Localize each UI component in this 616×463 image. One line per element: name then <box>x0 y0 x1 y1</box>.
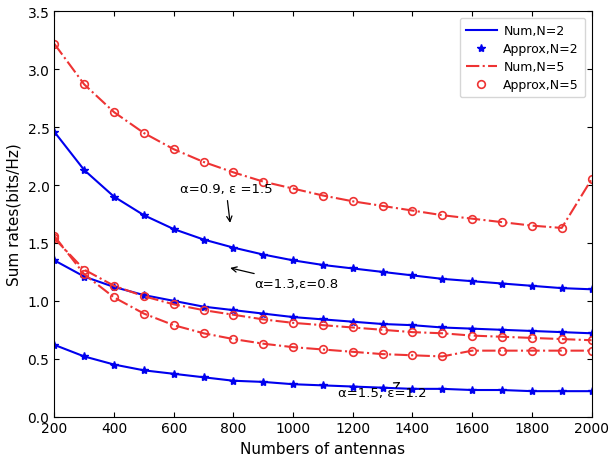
Line: Num,N=5: Num,N=5 <box>54 45 591 228</box>
Num,N=5 <box>588 177 595 183</box>
Approx,N=2 <box>528 283 535 289</box>
Num,N=2 <box>588 287 595 293</box>
Approx,N=2 <box>588 287 595 293</box>
Num,N=2 <box>140 213 148 219</box>
Num,N=5 <box>469 216 476 222</box>
Approx,N=2 <box>469 279 476 284</box>
Y-axis label: Sum rates(bits/Hz): Sum rates(bits/Hz) <box>7 144 22 286</box>
Approx,N=2 <box>349 266 357 272</box>
Approx,N=5 <box>528 223 535 229</box>
Num,N=5 <box>319 194 326 199</box>
Num,N=5 <box>379 204 386 209</box>
Num,N=5 <box>81 82 88 88</box>
Approx,N=5 <box>498 220 506 225</box>
Approx,N=5 <box>349 199 357 205</box>
Num,N=5 <box>558 225 565 231</box>
Num,N=2 <box>409 273 416 279</box>
Approx,N=2 <box>319 263 326 268</box>
Approx,N=2 <box>140 213 148 219</box>
Num,N=5 <box>230 170 237 176</box>
Approx,N=2 <box>290 258 297 263</box>
Num,N=2 <box>469 279 476 284</box>
Approx,N=5 <box>51 42 58 48</box>
Num,N=2 <box>81 168 88 174</box>
Num,N=5 <box>498 220 506 225</box>
Approx,N=5 <box>259 180 267 185</box>
Num,N=2 <box>110 194 118 200</box>
Line: Approx,N=5: Approx,N=5 <box>51 41 596 232</box>
Approx,N=2 <box>200 237 207 243</box>
Num,N=2 <box>379 269 386 275</box>
Num,N=2 <box>259 252 267 258</box>
Num,N=2 <box>170 227 177 232</box>
Approx,N=2 <box>409 273 416 279</box>
Approx,N=5 <box>558 225 565 231</box>
Approx,N=2 <box>558 286 565 291</box>
Approx,N=5 <box>200 160 207 165</box>
Num,N=2 <box>498 281 506 287</box>
Approx,N=5 <box>469 216 476 222</box>
Num,N=5 <box>349 199 357 205</box>
Text: α=1.5, ε=1.2: α=1.5, ε=1.2 <box>338 383 426 399</box>
Legend: Num,N=2, Approx,N=2, Num,N=5, Approx,N=5: Num,N=2, Approx,N=2, Num,N=5, Approx,N=5 <box>460 19 585 98</box>
Num,N=2 <box>51 130 58 135</box>
Num,N=5 <box>409 208 416 214</box>
Approx,N=2 <box>259 252 267 258</box>
Approx,N=5 <box>110 110 118 116</box>
Num,N=5 <box>439 213 446 219</box>
Approx,N=5 <box>81 82 88 88</box>
Approx,N=5 <box>409 208 416 214</box>
Approx,N=2 <box>498 281 506 287</box>
Num,N=2 <box>319 263 326 268</box>
Text: α=1.3,ε=0.8: α=1.3,ε=0.8 <box>232 267 338 290</box>
Num,N=2 <box>230 245 237 251</box>
Num,N=2 <box>439 276 446 282</box>
Num,N=5 <box>170 147 177 153</box>
Approx,N=5 <box>319 194 326 199</box>
Approx,N=2 <box>379 269 386 275</box>
Num,N=5 <box>259 180 267 185</box>
Line: Approx,N=2: Approx,N=2 <box>50 128 596 294</box>
Approx,N=5 <box>170 147 177 153</box>
Text: α=0.9, ε =1.5: α=0.9, ε =1.5 <box>180 182 272 222</box>
Num,N=5 <box>140 131 148 137</box>
Approx,N=5 <box>140 131 148 137</box>
Approx,N=2 <box>51 130 58 135</box>
Approx,N=5 <box>230 170 237 176</box>
Num,N=2 <box>290 258 297 263</box>
Num,N=5 <box>200 160 207 165</box>
Approx,N=2 <box>110 194 118 200</box>
Num,N=2 <box>528 283 535 289</box>
Approx,N=2 <box>170 227 177 232</box>
Num,N=5 <box>51 42 58 48</box>
Line: Num,N=2: Num,N=2 <box>54 132 591 290</box>
Num,N=2 <box>349 266 357 272</box>
Approx,N=2 <box>230 245 237 251</box>
Approx,N=5 <box>379 204 386 209</box>
Approx,N=5 <box>290 187 297 192</box>
Approx,N=5 <box>588 177 595 183</box>
Num,N=2 <box>200 237 207 243</box>
Num,N=2 <box>558 286 565 291</box>
X-axis label: Numbers of antennas: Numbers of antennas <box>240 441 405 456</box>
Num,N=5 <box>528 223 535 229</box>
Approx,N=2 <box>81 168 88 174</box>
Approx,N=5 <box>439 213 446 219</box>
Num,N=5 <box>110 110 118 116</box>
Num,N=5 <box>290 187 297 192</box>
Approx,N=2 <box>439 276 446 282</box>
